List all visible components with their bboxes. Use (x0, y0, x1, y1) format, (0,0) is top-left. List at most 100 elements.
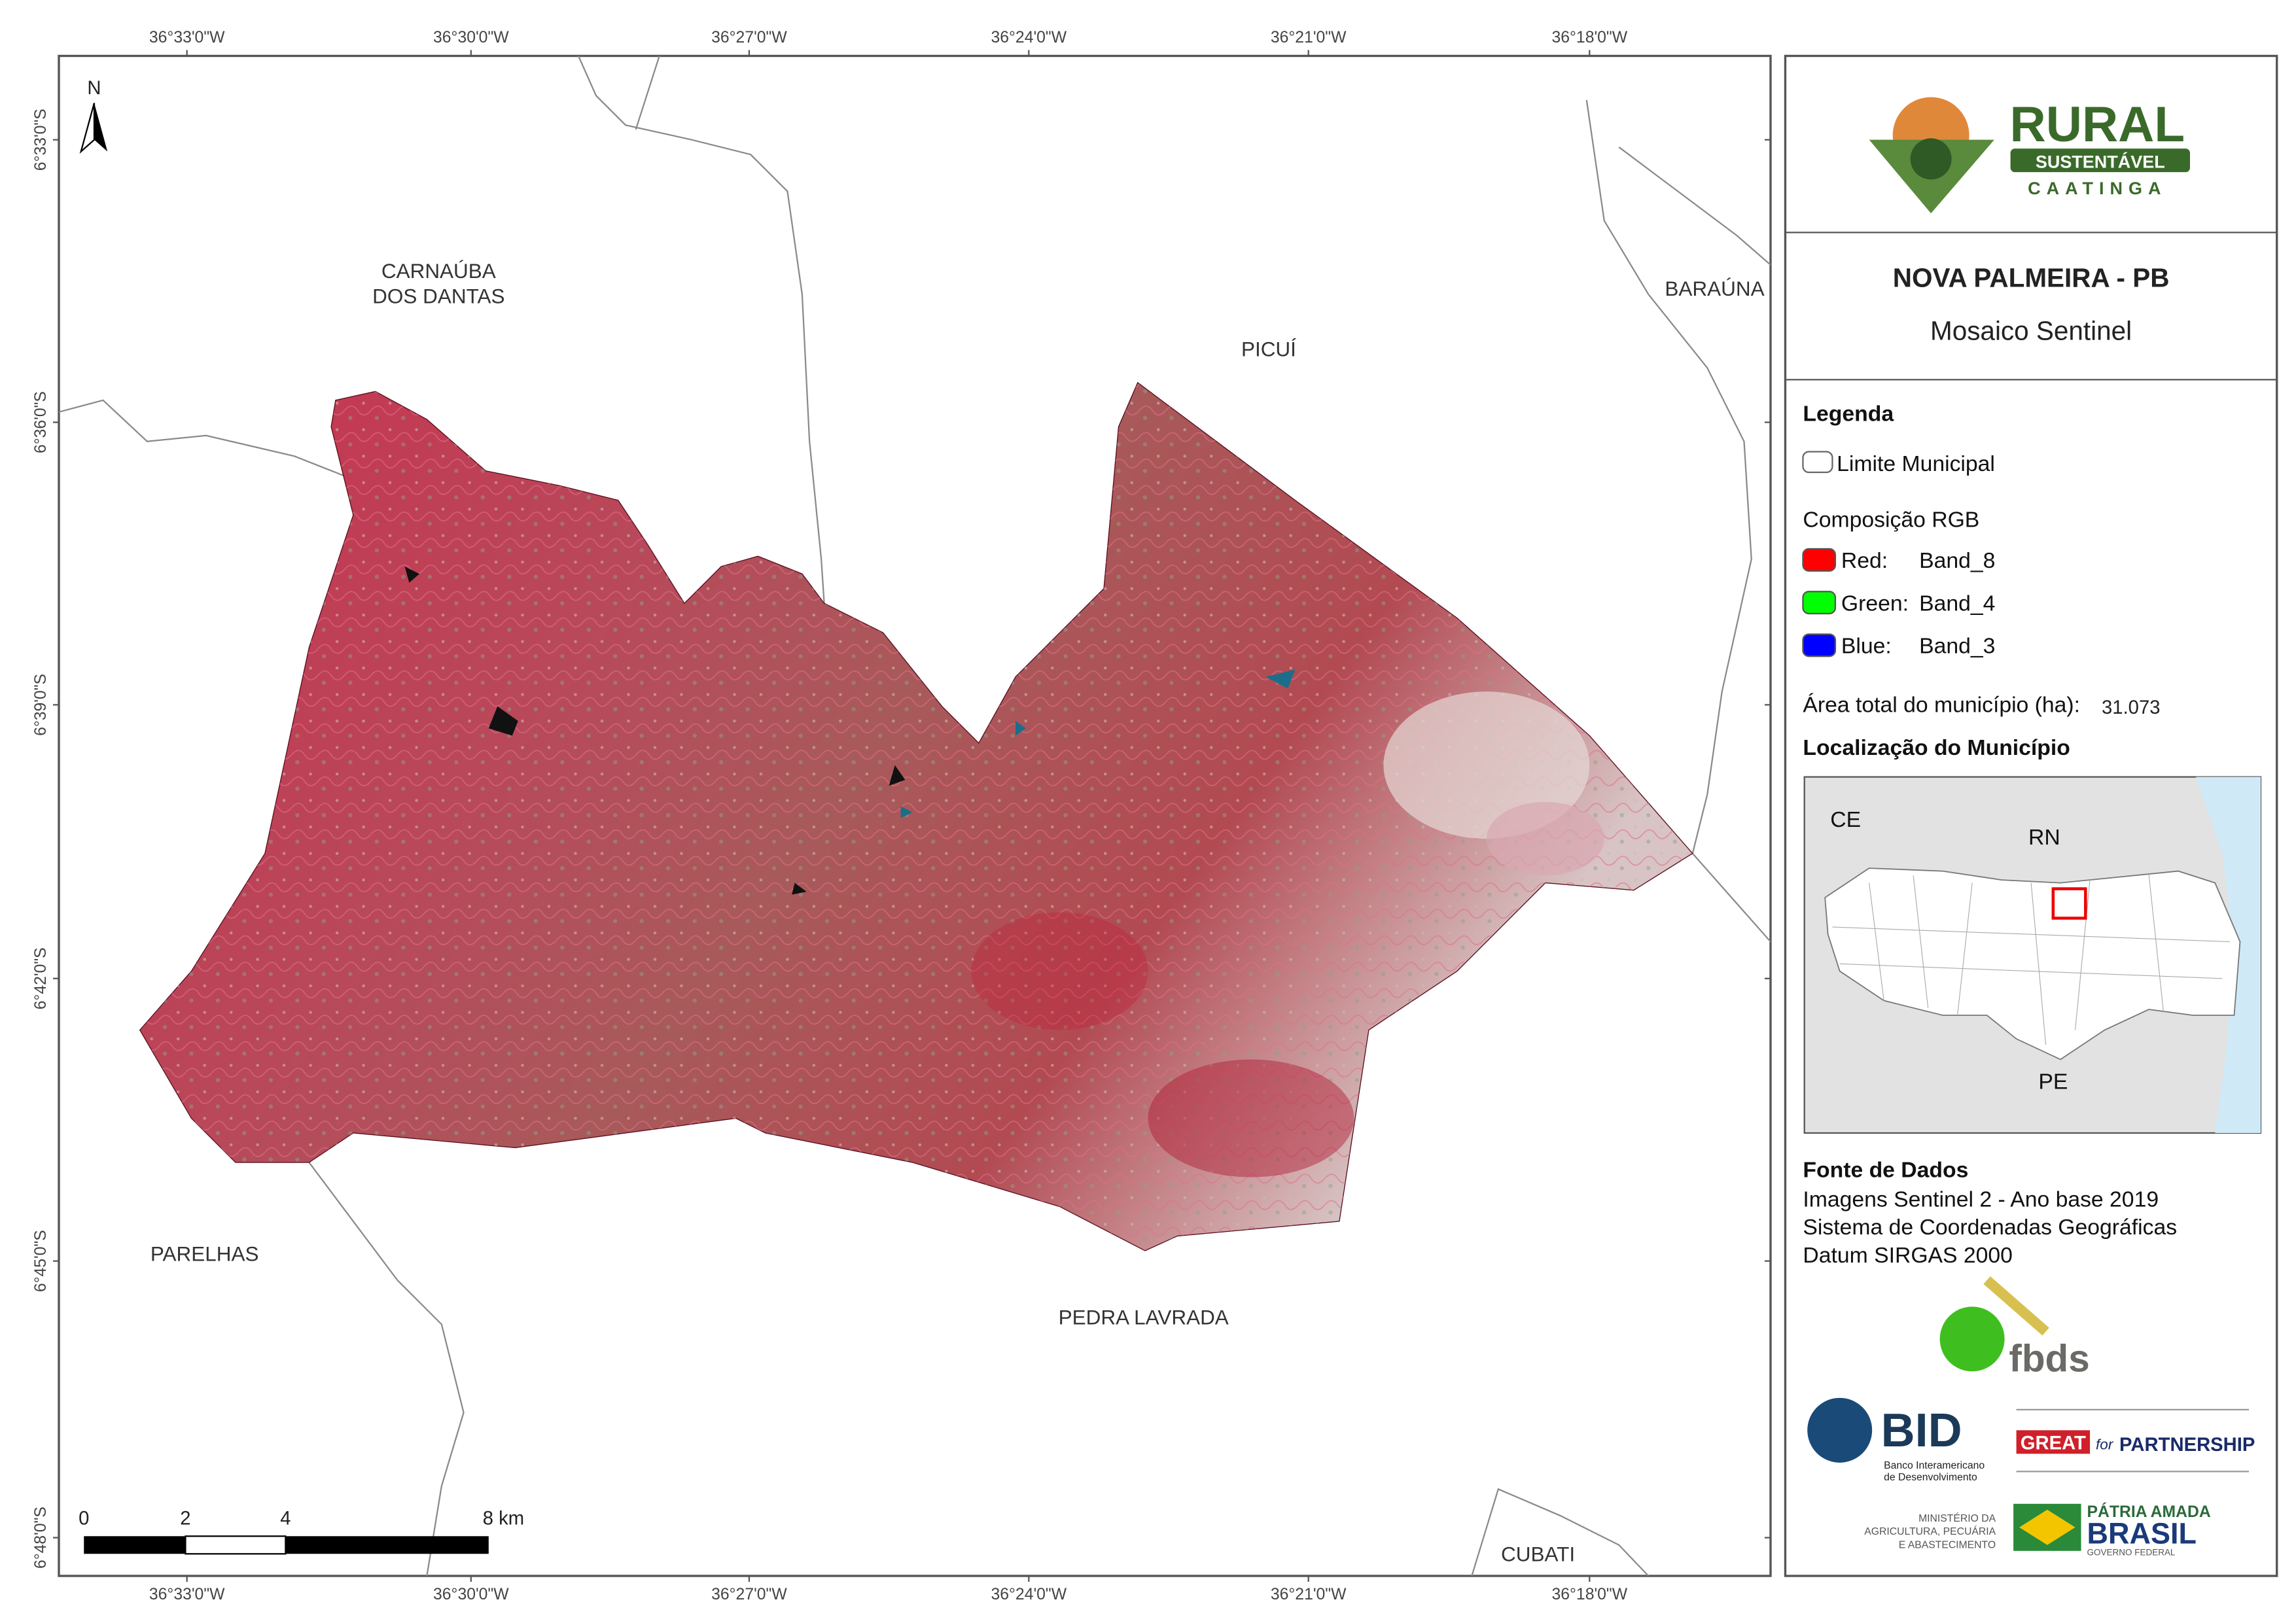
latitude-label: 6°48'0"S (32, 1507, 50, 1569)
north-label: N (87, 78, 101, 99)
map-subtitle: Mosaico Sentinel (1930, 316, 2132, 346)
longitude-label: 36°18'0"W (1552, 29, 1628, 46)
scale-segment (285, 1536, 489, 1554)
band-name: Band_8 (1919, 548, 1995, 573)
state-label: PE (2038, 1069, 2068, 1094)
longitude-label: 36°33'0"W (149, 29, 225, 46)
band-swatch (1802, 633, 1837, 657)
cleared-area (1486, 801, 1604, 876)
source-line: Imagens Sentinel 2 - Ano base 2019 (1803, 1187, 2159, 1212)
cleared-area (1383, 691, 1590, 839)
legend-subheading: Composição RGB (1803, 507, 1979, 532)
longitude-label: 36°21'0"W (1271, 29, 1347, 46)
ministry-name: E ABASTECIMENTO (1899, 1539, 1996, 1550)
fbds-name: fbds (2009, 1337, 2089, 1380)
sources-heading: Fonte de Dados (1803, 1157, 1968, 1182)
vegetation-area (971, 912, 1148, 1030)
boundary-line (1585, 99, 1771, 943)
ministry-name: AGRICULTURA, PECUÁRIA (1864, 1525, 1996, 1537)
bid-full: Banco Interamericano (1884, 1460, 1985, 1471)
band-label: Blue: (1841, 634, 1892, 659)
inset-state (1824, 867, 2241, 1060)
area-label: Área total do município (ha): (1803, 693, 2080, 718)
band-swatch (1802, 548, 1837, 572)
water-body (404, 566, 906, 895)
neighbor-name: DOS DANTAS (372, 284, 504, 307)
coordinate-labels: 36°33'0"W 36°30'0"W 36°27'0"W 36°24'0"W 36°2… (32, 29, 1771, 1603)
partner-logos: fbds BID Banco Interamericano de Desenvo… (1807, 1276, 2255, 1558)
north-arrow-left (79, 103, 96, 154)
longitude-label: 36°30'0"W (433, 29, 509, 46)
fbds-ball (1939, 1306, 2005, 1372)
longitude-label: 36°21'0"W (1271, 1586, 1347, 1603)
logo-tree (1910, 138, 1952, 180)
boundary-line (635, 56, 660, 130)
neighbor-name: PARELHAS (150, 1242, 259, 1266)
logo-sub: SUSTENTÁVEL (2036, 151, 2165, 171)
boundary-line (577, 56, 825, 604)
logo-band (2010, 148, 2191, 173)
band-label: Red: (1841, 548, 1888, 573)
source-line: Datum SIRGAS 2000 (1803, 1243, 2012, 1268)
scale-bar: 0 2 4 8 km (79, 1508, 524, 1555)
longitude-label: 36°18'0"W (1552, 1586, 1628, 1603)
area-value: 31.073 (2102, 697, 2160, 718)
north-arrow: N (79, 78, 108, 154)
rural-logo: RURAL SUSTENTÁVEL CAATINGA (1869, 97, 2191, 214)
band-label: Green: (1841, 591, 1909, 616)
municipal-boundaries (58, 56, 1771, 1577)
legend-swatch (1802, 451, 1833, 474)
logo-name: RURAL (2010, 97, 2185, 152)
source-line: Sistema de Coordenadas Geográficas (1803, 1215, 2177, 1240)
boundary-line (1618, 147, 1771, 266)
neighbor-name: CUBATI (1501, 1543, 1575, 1566)
band-name: Band_4 (1919, 591, 1995, 616)
location-heading: Localização do Município (1803, 735, 2070, 760)
bid-mark (1807, 1397, 1873, 1463)
logo-region: CAATINGA (2028, 179, 2166, 198)
brasil-top: PÁTRIA AMADA (2087, 1503, 2211, 1521)
map-title: NOVA PALMEIRA - PB (1893, 263, 2170, 293)
boundary-line (1471, 1488, 1650, 1577)
municipality-mosaic (139, 381, 1693, 1251)
legend-heading: Legenda (1803, 401, 1894, 426)
vegetation-area (1148, 1059, 1354, 1178)
inset-municipalities (1832, 874, 2230, 1045)
latitude-label: 6°39'0"S (32, 674, 50, 736)
latitude-label: 6°45'0"S (32, 1230, 50, 1292)
longitude-label: 36°33'0"W (149, 1586, 225, 1603)
scale-label: 2 (180, 1508, 190, 1529)
state-label: CE (1830, 807, 1861, 832)
fbds-mark (1983, 1276, 2049, 1336)
inset-sea (2196, 777, 2261, 1133)
band-name: Band_3 (1919, 634, 1995, 659)
location-inset: CE RN PE (1803, 776, 2262, 1134)
great-box (2016, 1430, 2091, 1454)
ministry-name: MINISTÉRIO DA (1918, 1512, 1996, 1524)
neighbor-name: PEDRA LAVRADA (1059, 1305, 1229, 1329)
band-legend: Red: Band_8 Green: Band_4 Blue: Band_3 (1802, 548, 1995, 659)
longitude-label: 36°30'0"W (433, 1586, 509, 1603)
latitude-label: 6°42'0"S (32, 947, 50, 1009)
neighbor-labels: CARNAÚBA DOS DANTAS PICUÍ BARAÚNA PARELH… (150, 259, 1765, 1565)
scale-segment (185, 1535, 287, 1555)
neighbor-name: BARAÚNA (1665, 277, 1764, 300)
latitude-label: 6°36'0"S (32, 391, 50, 453)
great-for: for (2096, 1437, 2114, 1453)
great-partnership: PARTNERSHIP (2119, 1435, 2255, 1456)
brasil-name: BRASIL (2087, 1517, 2197, 1550)
state-label: RN (2028, 825, 2060, 850)
longitude-label: 36°24'0"W (991, 1586, 1067, 1603)
side-panel: RURAL SUSTENTÁVEL CAATINGA NOVA PALMEIRA… (1784, 54, 2278, 1577)
latitude-label: 6°33'0"S (32, 109, 50, 171)
legend-label: Limite Municipal (1837, 451, 1995, 476)
brasil-sub: GOVERNO FEDERAL (2087, 1548, 2176, 1558)
north-arrow-right (94, 103, 108, 152)
bid-full: de Desenvolvimento (1884, 1472, 1977, 1483)
band-swatch (1802, 591, 1837, 615)
neighbor-name: CARNAÚBA (381, 259, 496, 283)
bid-name: BID (1881, 1405, 1962, 1457)
inset-locator (2051, 887, 2087, 920)
scale-segment (84, 1536, 186, 1554)
